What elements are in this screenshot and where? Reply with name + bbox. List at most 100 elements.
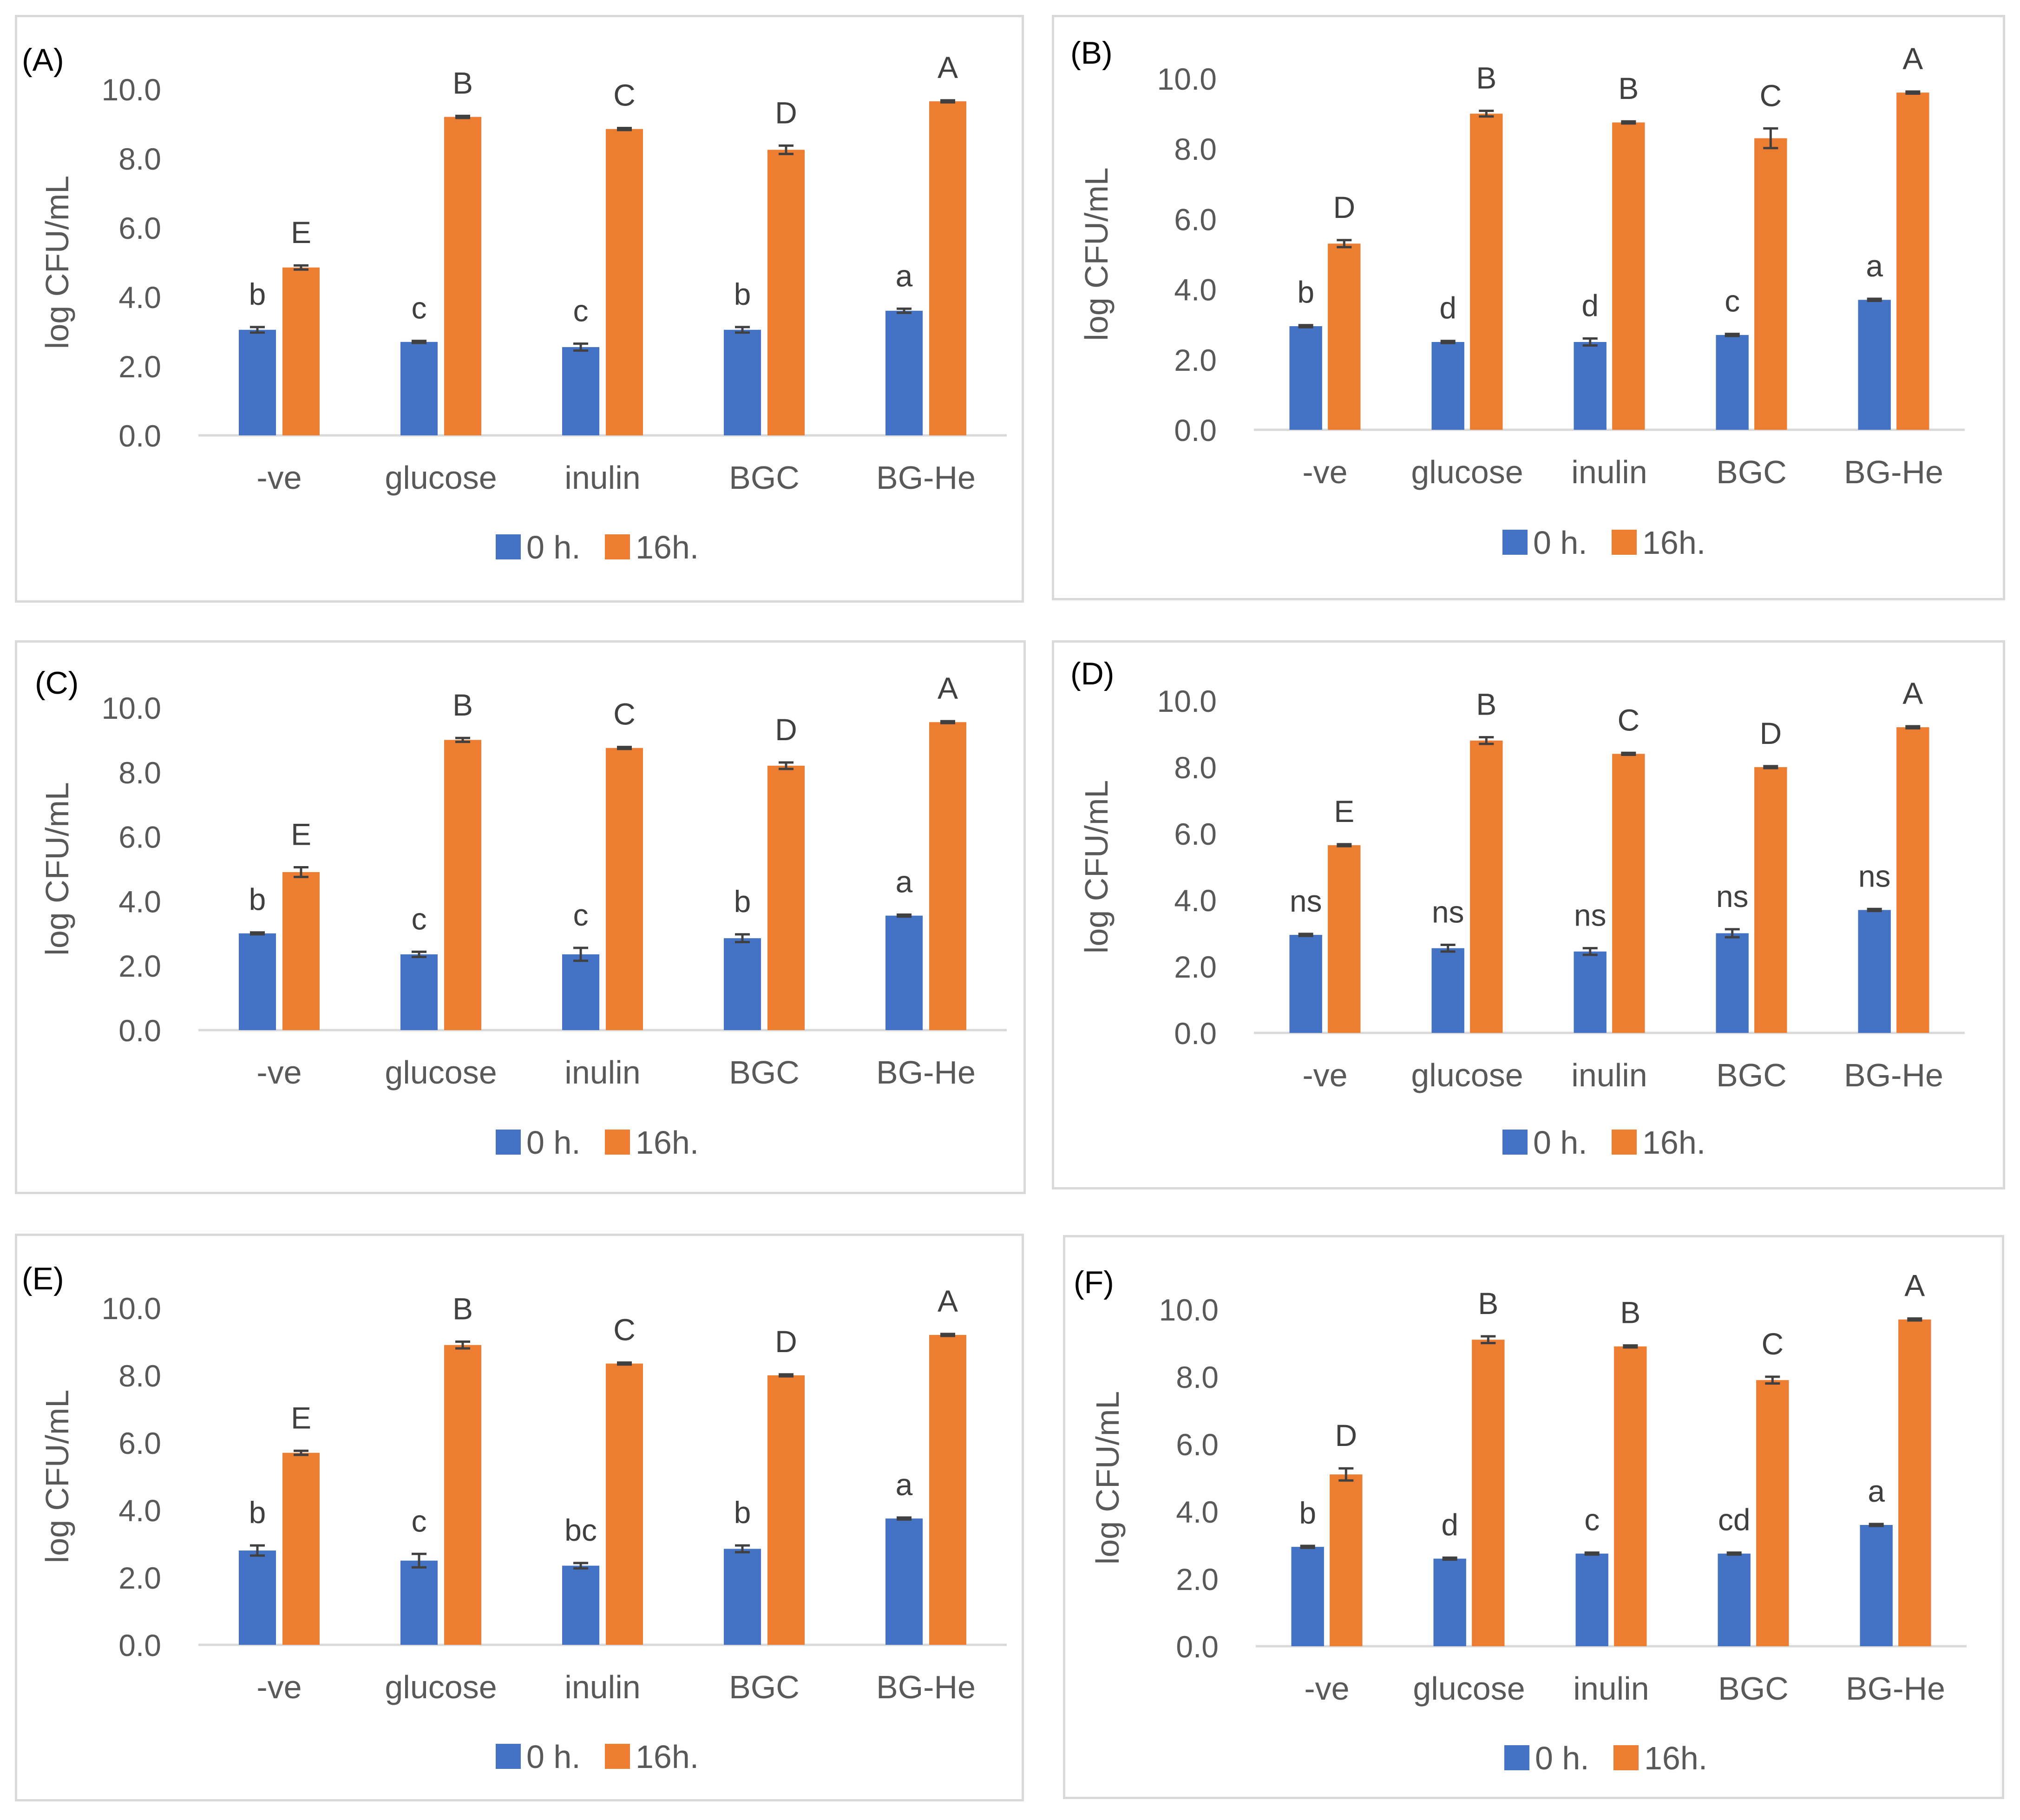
significance-letter: A — [1902, 41, 1923, 76]
panel-label-e: (E) — [22, 1261, 64, 1296]
category-label: BG-He — [876, 460, 976, 496]
bar-0h-glucose — [1433, 1558, 1466, 1646]
significance-letter: b — [734, 1495, 751, 1530]
legend-swatch-16h — [1613, 1745, 1639, 1770]
category-label: BGC — [1716, 454, 1787, 490]
bar-0h-bgc — [1718, 1553, 1751, 1646]
y-tick-label: 10.0 — [102, 691, 161, 725]
y-axis-title: log CFU/mL — [39, 782, 75, 955]
significance-letter: D — [775, 95, 797, 130]
y-tick-label: 2.0 — [118, 349, 161, 384]
legend-label-16h: 16h. — [636, 529, 699, 565]
significance-letter: a — [896, 865, 913, 899]
bar-16h-ve — [1330, 1474, 1363, 1646]
bar-0h-glucose — [400, 1560, 438, 1645]
category-label: -ve — [1304, 1670, 1349, 1707]
significance-letter: C — [1617, 703, 1640, 737]
significance-letter: C — [1761, 1327, 1784, 1361]
bar-0h-glucose — [400, 342, 438, 435]
bar-0h-bgc — [1716, 335, 1749, 430]
significance-letter: d — [1441, 1507, 1458, 1542]
significance-letter: D — [1333, 190, 1355, 224]
bar-16h-bghe — [929, 722, 966, 1030]
significance-letter: c — [1584, 1502, 1600, 1537]
bar-16h-bghe — [1898, 1319, 1931, 1646]
significance-letter: b — [249, 277, 266, 311]
y-tick-label: 4.0 — [1174, 883, 1217, 918]
y-tick-label: 6.0 — [1174, 202, 1217, 237]
bar-0h-bgc — [1716, 933, 1749, 1033]
category-label: BGC — [1718, 1670, 1789, 1707]
category-label: glucose — [1411, 1057, 1523, 1093]
bar-16h-bgc — [1756, 1380, 1789, 1646]
category-label: BGC — [1716, 1057, 1787, 1093]
category-label: glucose — [1413, 1670, 1525, 1707]
y-tick-label: 10.0 — [1157, 684, 1217, 718]
y-tick-label: 0.0 — [118, 419, 161, 453]
y-axis-title: log CFU/mL — [1078, 167, 1115, 341]
significance-letter: D — [775, 712, 797, 747]
significance-letter: c — [573, 898, 589, 932]
legend-label-16h: 16h. — [636, 1124, 699, 1161]
bar-16h-glucose — [1470, 113, 1503, 430]
y-tick-label: 2.0 — [1176, 1562, 1219, 1597]
bar-16h-glucose — [1472, 1340, 1505, 1646]
significance-letter: a — [1868, 1474, 1885, 1508]
y-tick-label: 8.0 — [118, 142, 161, 176]
y-tick-label: 6.0 — [1174, 817, 1217, 851]
panel-label-f: (F) — [1074, 1265, 1114, 1300]
significance-letter: d — [1439, 291, 1456, 325]
significance-letter: bc — [564, 1513, 597, 1547]
bar-0h-glucose — [1431, 342, 1464, 430]
significance-letter: b — [1297, 275, 1314, 309]
legend-label-16h: 16h. — [1644, 1740, 1707, 1776]
y-tick-label: 8.0 — [118, 756, 161, 790]
bar-16h-glucose — [444, 117, 481, 436]
chart-d-svg: (D) log CFU/mL 0.0 2.0 4.0 6.0 8.0 10.0 -ve ns Egl… — [1070, 656, 1965, 1161]
chart-c-svg: (C)log CFU/mL0.02.04.06.08.010.0-vebEglu… — [35, 665, 1007, 1161]
y-tick-label: 0.0 — [118, 1013, 161, 1048]
y-tick-label: 6.0 — [118, 1426, 161, 1460]
y-tick-label: 8.0 — [118, 1359, 161, 1393]
legend-label-16h: 16h. — [1642, 525, 1705, 561]
significance-letter: c — [412, 901, 427, 936]
bar-16h-bgc — [1754, 767, 1787, 1033]
category-label: inulin — [1571, 454, 1647, 490]
bar-16h-bgc — [767, 150, 805, 435]
category-label: glucose — [385, 1054, 497, 1091]
significance-letter: d — [1581, 288, 1599, 322]
significance-letter: ns — [1574, 898, 1607, 933]
significance-letter: c — [412, 291, 427, 325]
y-axis-title: log CFU/mL — [39, 1390, 75, 1563]
bar-16h-glucose — [1470, 740, 1503, 1033]
bar-16h-bgc — [1754, 138, 1787, 430]
bar-0h-bghe — [885, 310, 923, 435]
significance-letter: A — [1904, 1268, 1925, 1303]
panel-label-c: (C) — [35, 665, 79, 701]
legend-label-0h: 0 h. — [526, 1739, 581, 1775]
significance-letter: A — [1902, 676, 1923, 710]
y-tick-label: 6.0 — [118, 211, 161, 245]
bar-16h-ve — [1328, 243, 1361, 430]
bar-16h-inulin — [1614, 1346, 1647, 1646]
category-label: BG-He — [876, 1054, 976, 1091]
bar-16h-inulin — [605, 129, 643, 435]
bar-0h-bgc — [724, 329, 761, 435]
bar-0h-bghe — [885, 915, 923, 1030]
panel-label-d: (D) — [1070, 656, 1114, 691]
bar-0h-bgc — [724, 1549, 761, 1645]
significance-letter: B — [453, 66, 473, 100]
bar-16h-bghe — [1896, 92, 1929, 430]
bar-0h-ve — [239, 1551, 276, 1645]
significance-letter: b — [249, 882, 266, 917]
legend-swatch-0h — [1502, 530, 1528, 555]
y-tick-label: 2.0 — [118, 1561, 161, 1595]
bar-0h-ve — [1291, 1547, 1324, 1646]
category-label: inulin — [1573, 1670, 1649, 1707]
y-tick-label: 6.0 — [118, 820, 161, 854]
bar-16h-inulin — [1612, 754, 1645, 1033]
y-axis-title: log CFU/mL — [1089, 1391, 1126, 1564]
bar-16h-bgc — [767, 765, 805, 1030]
